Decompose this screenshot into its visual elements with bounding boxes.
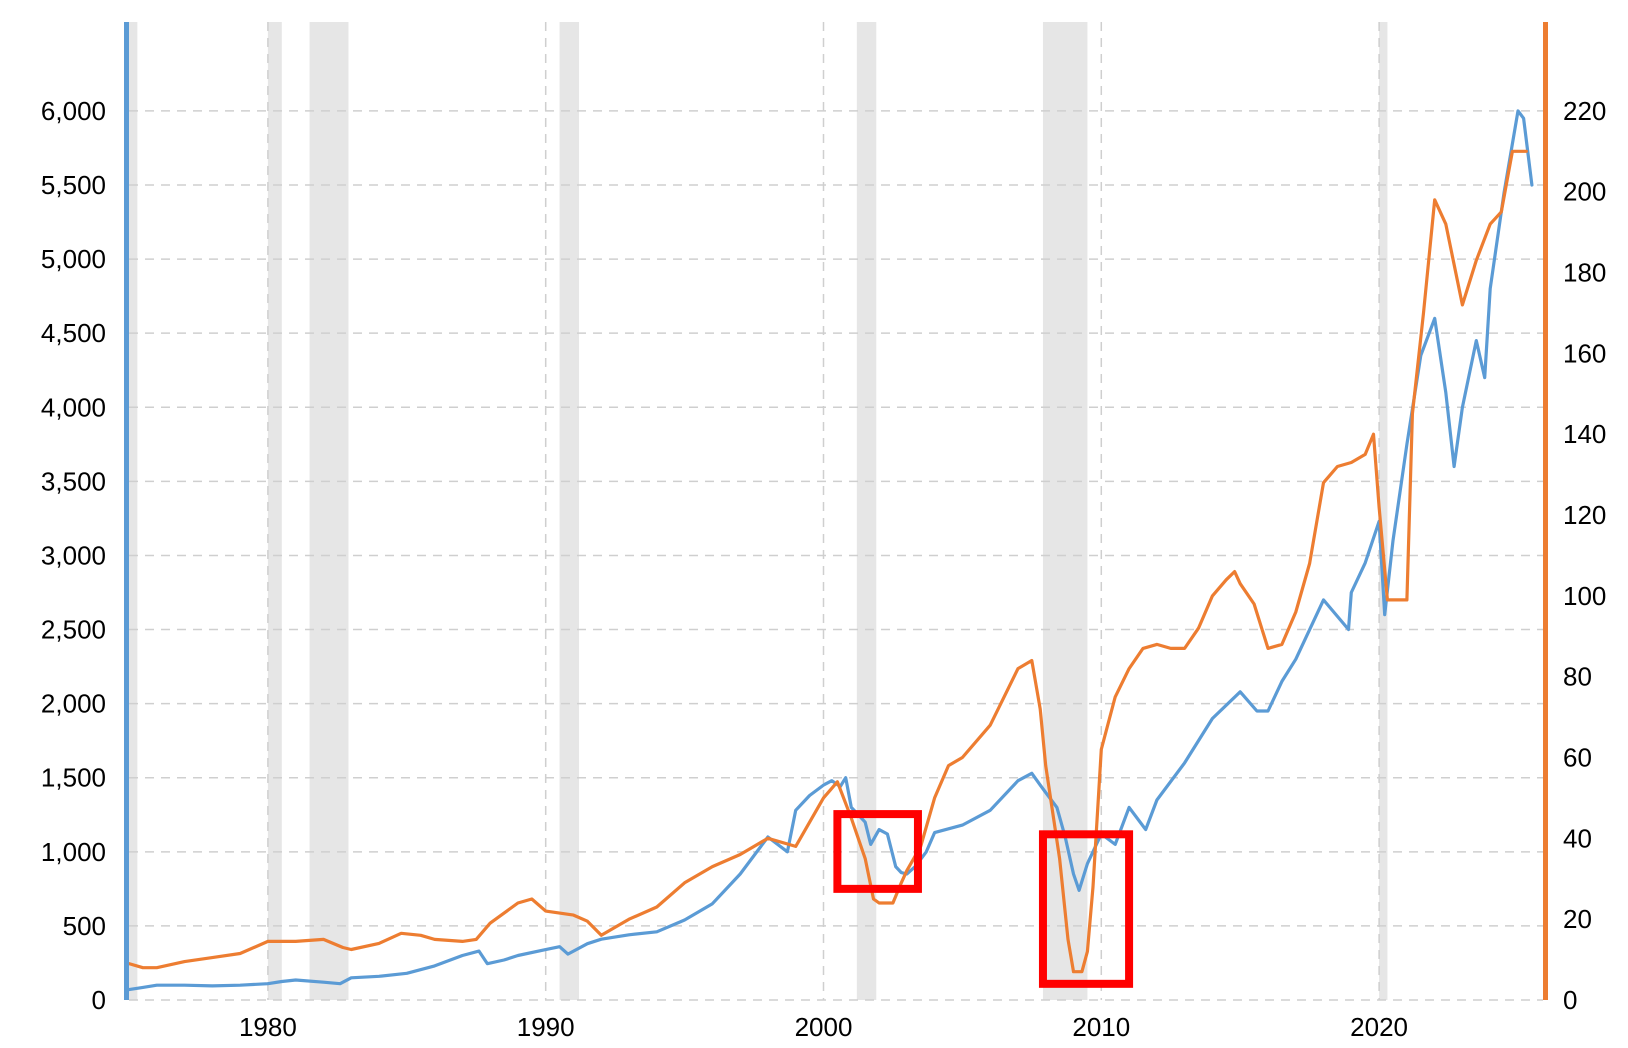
x-tick-label: 2000 bbox=[795, 1012, 853, 1042]
x-tick-label: 1990 bbox=[517, 1012, 575, 1042]
annotation-box-2 bbox=[1038, 830, 1134, 988]
recession-band bbox=[1379, 22, 1388, 1000]
x-tick-label: 1980 bbox=[239, 1012, 297, 1042]
series-line-left-axis bbox=[127, 109, 1534, 992]
y-tick-label-right: 220 bbox=[1563, 96, 1606, 126]
x-tick-label: 2020 bbox=[1350, 1012, 1408, 1042]
recession-band bbox=[559, 22, 580, 1000]
y-tick-label-left: 2,000 bbox=[41, 689, 106, 719]
y-tick-label-left: 2,500 bbox=[41, 615, 106, 645]
recession-band bbox=[267, 22, 282, 1000]
y-tick-label-left: 5,000 bbox=[41, 244, 106, 274]
y-tick-label-right: 20 bbox=[1563, 904, 1592, 934]
right-axis-bar bbox=[1543, 22, 1548, 1000]
y-tick-label-right: 160 bbox=[1563, 338, 1606, 368]
axes bbox=[124, 22, 1548, 1000]
recession-bands bbox=[129, 22, 1388, 1000]
y-tick-label-left: 4,000 bbox=[41, 392, 106, 422]
y-tick-label-left: 0 bbox=[92, 985, 106, 1015]
y-tick-label-right: 0 bbox=[1563, 985, 1577, 1015]
annotation-box-1 bbox=[833, 810, 922, 893]
y-tick-label-right: 80 bbox=[1563, 662, 1592, 692]
y-tick-label-left: 3,500 bbox=[41, 466, 106, 496]
series-lines bbox=[127, 109, 1534, 992]
left-axis-bar bbox=[124, 22, 129, 1000]
y-tick-label-right: 140 bbox=[1563, 419, 1606, 449]
y-tick-label-right: 100 bbox=[1563, 581, 1606, 611]
y-tick-label-left: 1,000 bbox=[41, 837, 106, 867]
y-tick-label-left: 6,000 bbox=[41, 96, 106, 126]
recession-band bbox=[129, 22, 138, 1000]
y-tick-label-right: 180 bbox=[1563, 258, 1606, 288]
y-tick-label-right: 200 bbox=[1563, 177, 1606, 207]
recession-band bbox=[1042, 22, 1088, 1000]
recession-band bbox=[309, 22, 349, 1000]
y-tick-label-left: 4,500 bbox=[41, 318, 106, 348]
y-tick-label-left: 1,500 bbox=[41, 763, 106, 793]
x-tick-label: 2010 bbox=[1072, 1012, 1130, 1042]
tick-labels: 0 500 1,000 1,500 2,000 2,500 3,000 3,500 4,000 4… bbox=[41, 96, 1606, 1042]
recession-band bbox=[856, 22, 877, 1000]
y-tick-label-right: 60 bbox=[1563, 743, 1592, 773]
series-line-right-axis bbox=[127, 149, 1528, 974]
y-tick-label-right: 120 bbox=[1563, 500, 1606, 530]
y-tick-label-left: 5,500 bbox=[41, 170, 106, 200]
y-tick-label-left: 3,000 bbox=[41, 540, 106, 570]
annotations bbox=[833, 810, 1134, 988]
y-tick-label-left: 500 bbox=[63, 911, 106, 941]
y-tick-label-right: 40 bbox=[1563, 823, 1592, 853]
